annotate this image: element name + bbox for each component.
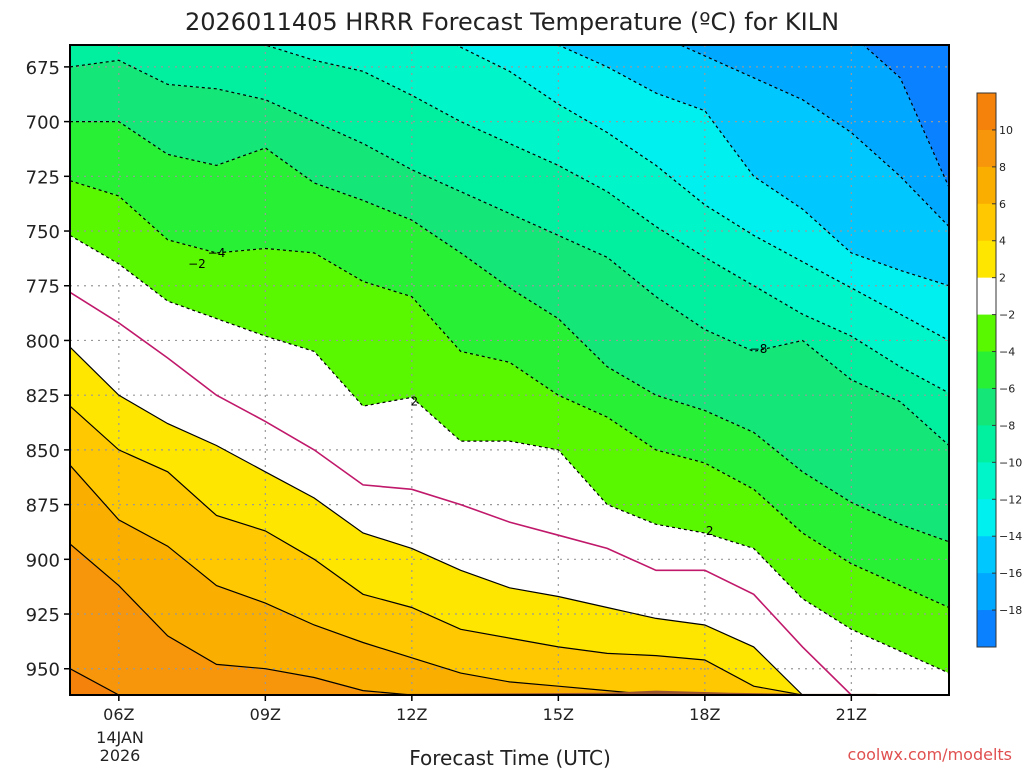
- x-tick-label: 06Z: [103, 705, 134, 724]
- colorbar-swatch: [977, 536, 996, 574]
- y-tick-label: 775: [26, 277, 60, 298]
- colorbar-swatch: [977, 314, 996, 353]
- contour-line: [454, 45, 949, 342]
- colorbar-label: −2: [999, 309, 1015, 322]
- colorbar-swatch: [977, 166, 996, 205]
- contour-line: [259, 45, 949, 394]
- colorbar-swatch: [977, 610, 996, 648]
- contour-label: −2: [188, 257, 206, 271]
- colorbar-swatch: [977, 462, 996, 500]
- contour-label: 2: [410, 395, 418, 409]
- temperature-band: [558, 45, 949, 286]
- x-axis: 06Z 09Z 12Z 15Z 18Z 21Z: [103, 695, 867, 724]
- colorbar-swatch: [977, 93, 996, 131]
- colorbar-label: −18: [999, 604, 1022, 617]
- colorbar-label: −12: [999, 493, 1022, 506]
- temperature-fill-layer: [70, 45, 949, 695]
- colorbar-swatch: [977, 277, 996, 316]
- temperature-band: [70, 465, 656, 695]
- y-tick-label: 900: [26, 550, 60, 571]
- y-tick-label: 750: [26, 222, 60, 243]
- y-tick-label: 700: [26, 113, 60, 134]
- x-tick-label: 18Z: [689, 705, 720, 724]
- temperature-band: [70, 60, 949, 542]
- temperature-band: [70, 544, 412, 695]
- date-label-day: 14JAN: [96, 728, 144, 747]
- colorbar-label: −8: [999, 419, 1015, 432]
- contour-line: [70, 121, 949, 543]
- contour-label: 2: [706, 524, 714, 538]
- colorbar-label: −10: [999, 456, 1022, 469]
- temperature-band: [863, 45, 949, 188]
- y-tick-label: 875: [26, 496, 60, 517]
- y-tick-label: 825: [26, 386, 60, 407]
- temperature-band: [70, 406, 803, 695]
- contour-label: −4: [208, 246, 226, 260]
- colorbar-swatch: [977, 499, 996, 537]
- colorbar-label: 6: [999, 198, 1006, 211]
- contour-label: −8: [750, 342, 768, 356]
- y-axis: 675 700 725 750 775 800 825 850 875 900 925 950: [26, 58, 70, 681]
- colorbar-label: −16: [999, 567, 1022, 580]
- y-tick-label: 850: [26, 441, 60, 462]
- temperature-band: [70, 121, 949, 608]
- y-tick-label: 800: [26, 331, 60, 352]
- x-axis-label: Forecast Time (UTC): [409, 746, 611, 768]
- chart-title: 2026011405 HRRR Forecast Temperature (ºC…: [185, 8, 839, 36]
- contour-line: [557, 45, 949, 287]
- temperature-band: [456, 45, 949, 341]
- colorbar-swatch: [977, 425, 996, 463]
- temperature-band: [70, 235, 949, 695]
- contour-lines: [70, 45, 949, 695]
- temperature-band: [70, 180, 949, 674]
- contour-line: [70, 668, 120, 695]
- colorbar-label: 4: [999, 235, 1006, 248]
- colorbar-legend: 10 8 6 4 2 −2 −4 −6 −8 −10 −12 −14 −16 −18: [976, 92, 1022, 648]
- colorbar-swatch: [977, 129, 996, 168]
- x-tick-label: 15Z: [543, 705, 574, 724]
- colorbar-label: −4: [999, 346, 1015, 359]
- contour-line: [678, 45, 949, 228]
- plot-area: −4 2 −8 2 −2: [70, 45, 949, 695]
- colorbar-swatch: [977, 388, 996, 426]
- colorbar-frame: [976, 92, 997, 648]
- colorbar-swatch: [977, 351, 996, 389]
- ground-surface: [70, 690, 895, 695]
- colorbar-swatch: [977, 573, 996, 611]
- contour-labels: −4 2 −8 2 −2: [188, 246, 767, 538]
- y-tick-label: 725: [26, 167, 60, 188]
- colorbar-swatch: [977, 203, 996, 242]
- y-tick-label: 925: [26, 605, 60, 626]
- x-tick-label: 09Z: [250, 705, 281, 724]
- x-tick-label: 21Z: [836, 705, 867, 724]
- contour-line: [70, 543, 412, 695]
- colorbar-label: −6: [999, 382, 1015, 395]
- colorbar-label: 2: [999, 272, 1006, 285]
- contour-line: [70, 464, 657, 695]
- contour-line: [70, 234, 949, 674]
- temperature-band: [70, 347, 803, 695]
- contour-line: [70, 291, 852, 695]
- date-label-year: 2026: [100, 746, 141, 765]
- contour-line: [70, 59, 949, 446]
- x-tick-label: 12Z: [396, 705, 427, 724]
- source-credit: coolwx.com/modelts: [848, 745, 1012, 764]
- colorbar-label: 8: [999, 161, 1006, 174]
- y-tick-label: 950: [26, 660, 60, 681]
- contour-line: [70, 405, 803, 695]
- temperature-band: [680, 45, 949, 227]
- plot-frame: [69, 44, 950, 696]
- colorbar-swatch: [977, 240, 996, 279]
- y-tick-label: 675: [26, 58, 60, 79]
- colorbar-label: 10: [999, 124, 1013, 137]
- colorbar-label: −14: [999, 530, 1022, 543]
- contour-line: [70, 346, 803, 695]
